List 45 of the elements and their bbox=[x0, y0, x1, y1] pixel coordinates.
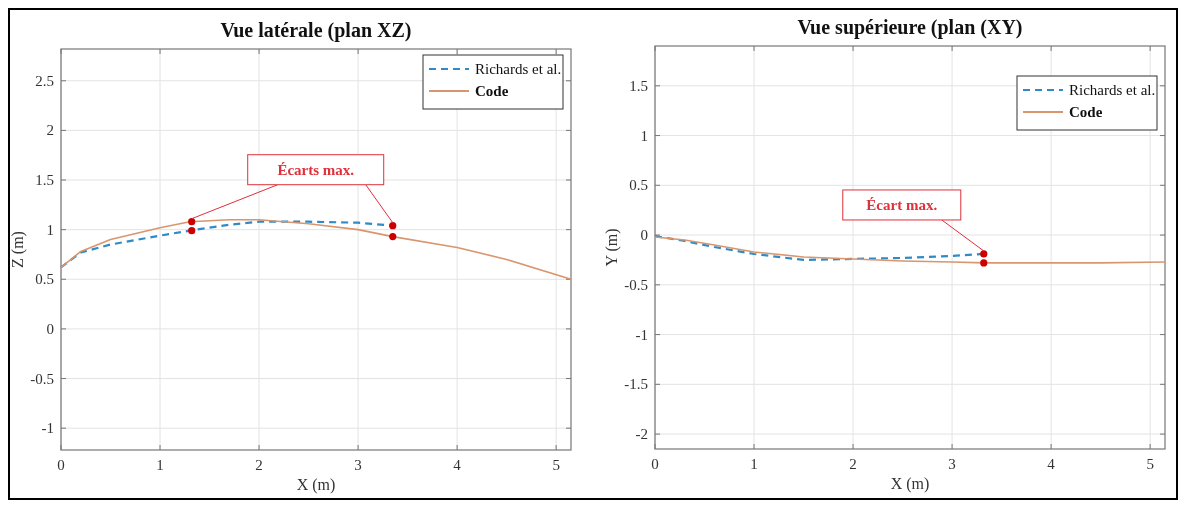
y-tick-label: -1 bbox=[41, 420, 54, 437]
x-axis-title: X (m) bbox=[296, 476, 336, 494]
legend-label: Code bbox=[1069, 104, 1103, 120]
y-tick-label: 1 bbox=[640, 127, 648, 144]
y-tick-label: 1.5 bbox=[629, 77, 648, 94]
y-axis-title: Z (m) bbox=[9, 231, 27, 268]
x-tick-label: 1 bbox=[156, 457, 164, 473]
y-tick-label: -1 bbox=[635, 326, 648, 343]
point bbox=[188, 227, 196, 235]
legend-label: Richards et al. bbox=[1069, 82, 1156, 98]
point bbox=[389, 233, 397, 241]
y-tick-label: 0.5 bbox=[629, 177, 648, 194]
legend-label: Richards et al. bbox=[475, 61, 562, 77]
x-tick-label: 2 bbox=[849, 456, 857, 472]
y-tick-label: 2 bbox=[46, 122, 54, 139]
y-tick-label: 0 bbox=[640, 227, 648, 244]
annotation: Écarts max. bbox=[277, 161, 355, 178]
x-tick-label: 2 bbox=[255, 457, 263, 473]
x-tick-label: 1 bbox=[750, 456, 758, 472]
x-tick-label: 5 bbox=[552, 457, 560, 473]
x-tick-label: 3 bbox=[948, 456, 956, 472]
x-tick-label: 4 bbox=[1047, 456, 1056, 472]
chart-title: Vue supérieure (plan (XY) bbox=[797, 16, 1023, 39]
x-tick-label: 3 bbox=[354, 457, 362, 473]
x-tick-label: 0 bbox=[57, 457, 65, 473]
x-tick-label: 0 bbox=[651, 456, 659, 472]
annotation: Écart max. bbox=[866, 196, 938, 213]
point bbox=[188, 218, 196, 226]
y-axis-title: Y (m) bbox=[603, 228, 621, 267]
chart-title: Vue latérale (plan XZ) bbox=[220, 19, 412, 42]
y-tick-label: 1.5 bbox=[35, 172, 54, 189]
y-tick-label: -2 bbox=[635, 426, 648, 443]
y-tick-label: 1 bbox=[46, 221, 54, 238]
x-tick-label: 4 bbox=[453, 457, 462, 473]
point bbox=[389, 222, 397, 230]
y-tick-label: 0.5 bbox=[35, 271, 54, 288]
x-axis-title: X (m) bbox=[890, 475, 930, 493]
y-tick-label: 0 bbox=[46, 320, 54, 337]
y-tick-label: -0.5 bbox=[30, 370, 54, 387]
x-tick-label: 5 bbox=[1146, 456, 1154, 472]
line-series bbox=[60, 218, 572, 281]
y-tick-label: -1.5 bbox=[624, 376, 648, 393]
y-tick-label: 2.5 bbox=[35, 72, 54, 89]
y-tick-label: -0.5 bbox=[624, 276, 648, 293]
legend-label: Code bbox=[475, 83, 509, 99]
